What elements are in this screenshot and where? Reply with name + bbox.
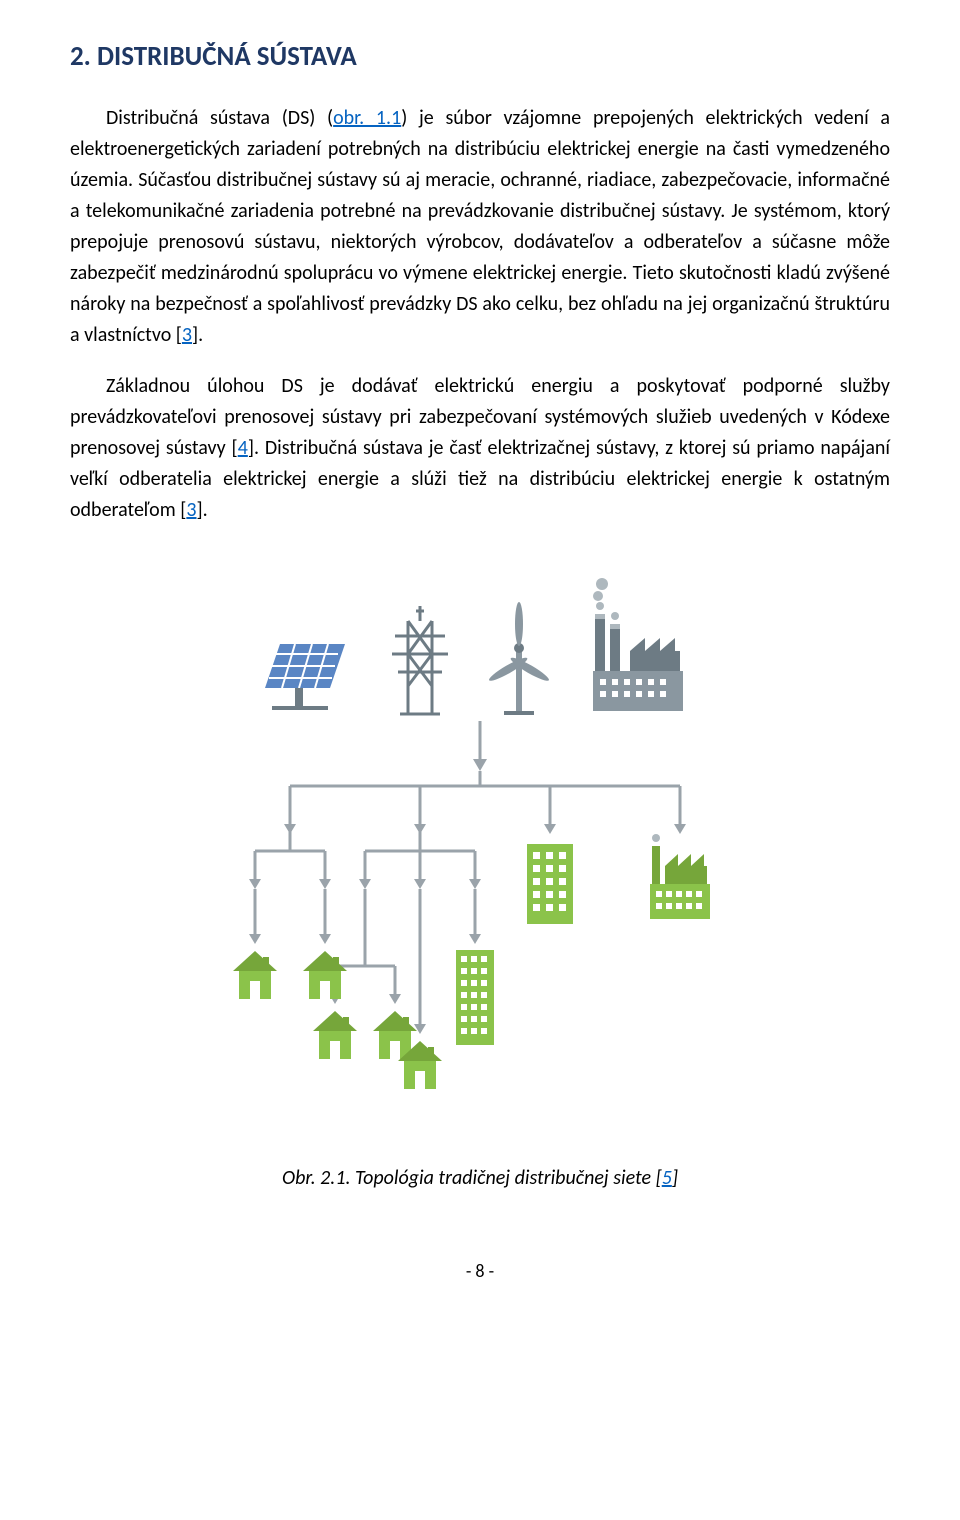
tree-lines	[255, 771, 680, 881]
green-building-icon	[527, 844, 573, 924]
text: ].	[192, 323, 203, 347]
citation-link-4[interactable]: 4	[238, 436, 248, 460]
chapter-heading: 2. DISTRIBUČNÁ SÚSTAVA	[70, 40, 890, 73]
paragraph-1: Distribučná sústava (DS) (obr. 1.1) je s…	[70, 103, 890, 351]
house-icon	[303, 951, 347, 999]
power-plant-icon	[593, 578, 683, 711]
caption-text: ]	[672, 1166, 678, 1190]
page-number: - 8 -	[70, 1260, 890, 1282]
distribution-topology-diagram	[200, 566, 760, 1136]
citation-link-3b[interactable]: 3	[186, 498, 196, 522]
figure-reference-link[interactable]: obr. 1.1	[333, 106, 401, 130]
green-tall-building-icon	[456, 950, 494, 1045]
green-factory-icon	[650, 834, 710, 919]
solar-panel-icon	[265, 644, 345, 710]
tier3-lines-a	[255, 889, 475, 946]
house-icon	[233, 951, 277, 999]
tree-lines-tier3	[335, 946, 420, 1026]
wind-turbine-icon	[487, 602, 551, 715]
citation-link-5[interactable]: 5	[662, 1166, 672, 1190]
figure-container: Obr. 2.1. Topológia tradičnej distribučn…	[70, 566, 890, 1190]
citation-link-3[interactable]: 3	[182, 323, 192, 347]
text: ].	[197, 498, 208, 522]
house-icon	[313, 1011, 357, 1059]
paragraph-2: Základnou úlohou DS je dodávať elektrick…	[70, 371, 890, 526]
document-page: 2. DISTRIBUČNÁ SÚSTAVA Distribučná sústa…	[0, 0, 960, 1322]
transmission-tower-icon	[392, 606, 448, 714]
text: Distribučná sústava (DS) (	[106, 106, 333, 130]
arrowheads	[249, 824, 686, 889]
caption-text: Obr. 2.1. Topológia tradičnej distribučn…	[282, 1166, 662, 1190]
text: ) je súbor vzájomne prepojených elektric…	[70, 106, 890, 347]
figure-caption: Obr. 2.1. Topológia tradičnej distribučn…	[70, 1166, 890, 1190]
arrow-down-1	[473, 721, 487, 771]
